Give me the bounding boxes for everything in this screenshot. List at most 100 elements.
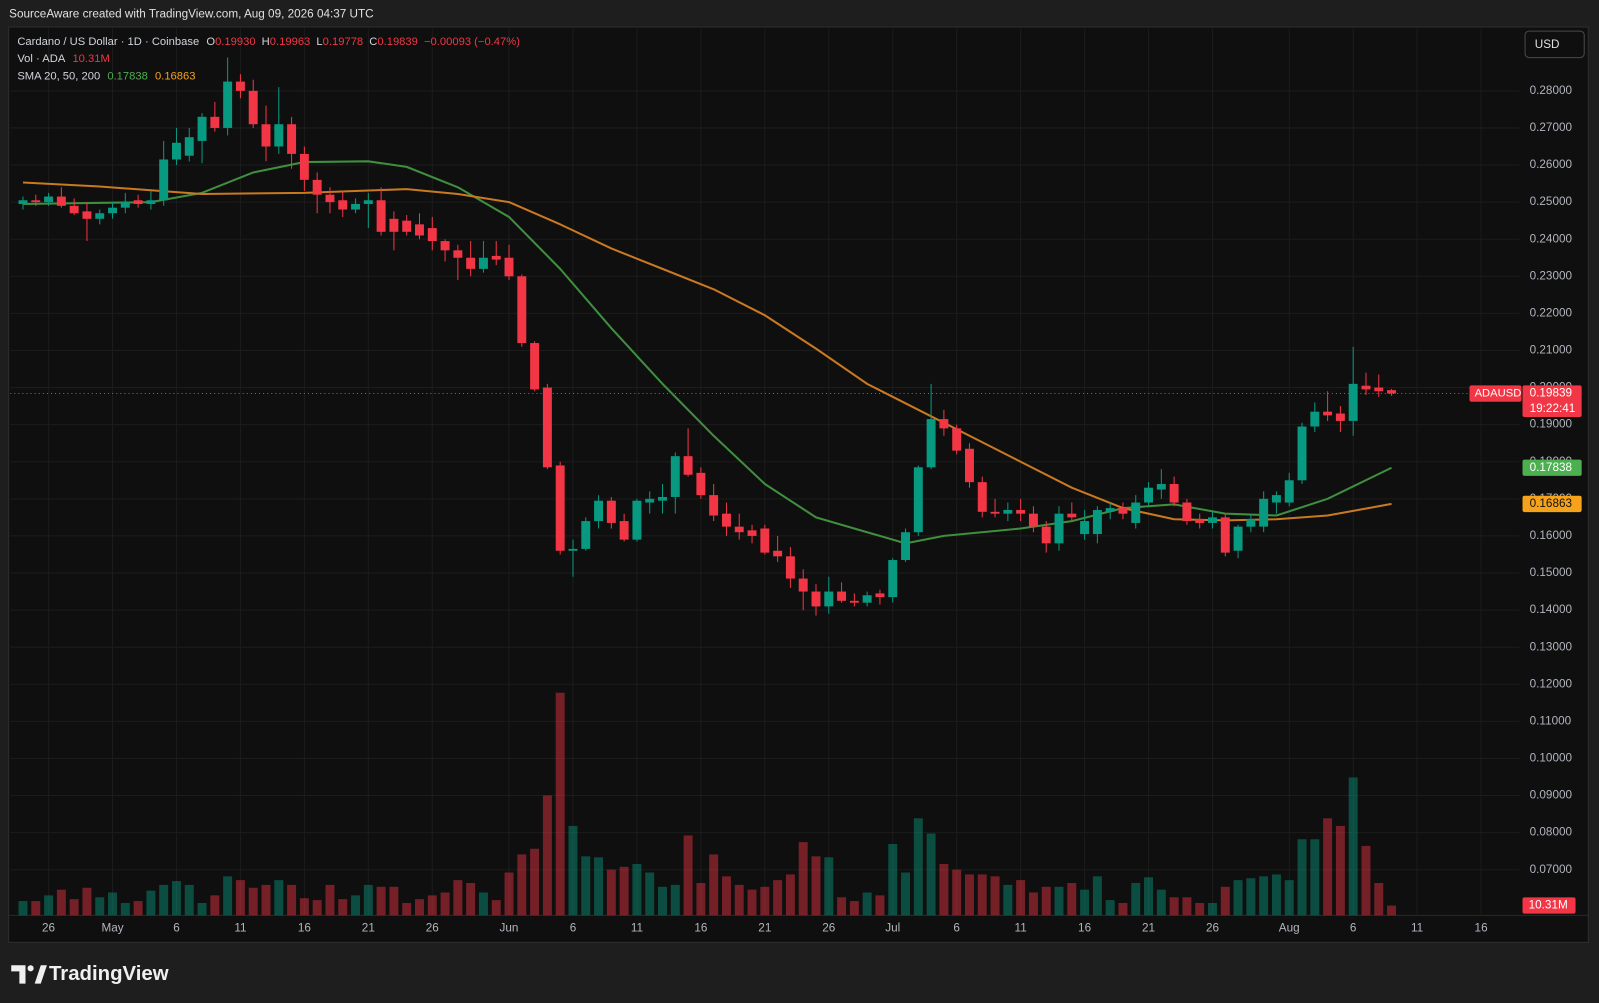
grid — [10, 28, 1520, 916]
volume-bar — [504, 872, 514, 916]
candle-body — [120, 202, 130, 208]
y-tick-label: 0.24000 — [1530, 232, 1573, 245]
volume-bar — [901, 872, 910, 916]
volume-bar — [1092, 876, 1102, 916]
volume-bar — [1310, 839, 1320, 916]
x-tick-label: 21 — [362, 922, 375, 935]
volume-bar — [658, 886, 667, 916]
candle-body — [824, 591, 834, 607]
candle-body — [709, 495, 719, 516]
candle-body — [466, 257, 476, 269]
x-tick-label: 11 — [1411, 922, 1423, 935]
candle-body — [1169, 483, 1179, 503]
candle-body — [108, 207, 117, 214]
y-tick-label: 0.21000 — [1530, 344, 1573, 357]
x-tick-label: 26 — [42, 922, 55, 935]
volume-bar — [120, 902, 130, 916]
volume-bar — [248, 887, 258, 916]
volume-bar — [619, 866, 629, 916]
candle-body — [683, 456, 693, 475]
volume-bar — [734, 884, 744, 916]
candle-body — [747, 530, 757, 536]
volume-bar — [760, 886, 770, 916]
candle-body — [299, 153, 309, 180]
volume-bar — [1144, 877, 1154, 916]
candle-body — [773, 550, 783, 557]
candle-body — [1323, 411, 1333, 416]
currency-button[interactable] — [1524, 30, 1585, 59]
volume-bar — [1208, 902, 1217, 916]
candle-body — [568, 548, 578, 551]
volume-bar — [542, 795, 552, 916]
volume-bar — [1335, 825, 1345, 916]
volume-bar — [1131, 882, 1141, 916]
candle-body — [1028, 513, 1038, 527]
volume-bar — [1028, 892, 1038, 916]
y-tick-label: 0.08000 — [1530, 826, 1573, 839]
volume-bar — [1323, 818, 1333, 916]
candle-body — [440, 241, 450, 251]
candle-body — [811, 591, 821, 607]
volume-bar — [1041, 886, 1051, 916]
candle-body — [696, 472, 706, 496]
candle-body — [415, 224, 424, 236]
candle-body — [31, 200, 41, 203]
volume-bar — [223, 876, 233, 916]
y-tick-label: 0.14000 — [1530, 603, 1573, 616]
sma-value: 0.17838 — [107, 70, 148, 82]
symbol-box — [1469, 385, 1522, 402]
candle-body — [184, 137, 194, 156]
candle-body — [517, 276, 527, 344]
logo-mark — [27, 965, 34, 972]
volume-bar — [159, 884, 169, 916]
candle-body — [325, 194, 335, 203]
volume-bar — [645, 872, 655, 916]
candle-body — [504, 257, 514, 277]
volume-value: 10.31M — [72, 53, 109, 65]
volume-bar — [108, 892, 117, 916]
volume-bar — [312, 900, 322, 916]
volume-bar — [581, 856, 591, 916]
volume-bar — [1182, 897, 1192, 916]
ohlc-value: 0.19839 — [377, 36, 418, 48]
candle-body — [351, 203, 361, 210]
candle-body — [389, 218, 399, 232]
candle-body — [1080, 521, 1090, 535]
volume-bar — [31, 901, 41, 916]
candle-body — [1220, 517, 1230, 553]
chart-panel — [8, 26, 1589, 943]
candle-body — [670, 456, 680, 497]
indicator-name: SMA 20, 50, 200 — [17, 70, 100, 82]
candle-body — [171, 142, 181, 160]
candle-body — [926, 419, 936, 468]
x-tick-label: 11 — [631, 922, 643, 935]
x-tick-label: 11 — [1015, 922, 1027, 935]
overlay: 0.28000 0.27000 0.26000 0.25000 0.24000 0.230… — [42, 84, 1582, 935]
volume-bar — [1080, 889, 1090, 916]
x-tick-label: 6 — [570, 922, 577, 935]
volume-bar — [1156, 889, 1166, 916]
candle-body — [964, 448, 974, 483]
candle-body — [1105, 508, 1115, 512]
volume-bar — [402, 902, 412, 916]
candle-body — [197, 116, 207, 141]
volume-bar — [261, 884, 271, 916]
candle-body — [837, 591, 847, 601]
candle-body — [619, 521, 629, 540]
candle-body — [1016, 509, 1026, 514]
x-tick-label: 6 — [1350, 922, 1357, 935]
x-tick-label: Jul — [885, 922, 900, 935]
volume-bar — [491, 900, 501, 916]
x-tick-label: 16 — [298, 922, 311, 935]
currency-label[interactable]: USD — [1535, 38, 1560, 51]
candle-body — [1092, 509, 1102, 535]
candle-body — [977, 482, 987, 512]
volume-bar — [197, 902, 207, 916]
y-tick-label: 0.19000 — [1530, 418, 1573, 431]
legend-sma: SMA 20, 50, 200 0.17838 0.16863 — [17, 70, 195, 82]
ohlc-key: H — [262, 36, 270, 48]
volume-bar — [299, 898, 309, 916]
candle-body — [1284, 480, 1294, 503]
candle-body — [581, 521, 591, 549]
